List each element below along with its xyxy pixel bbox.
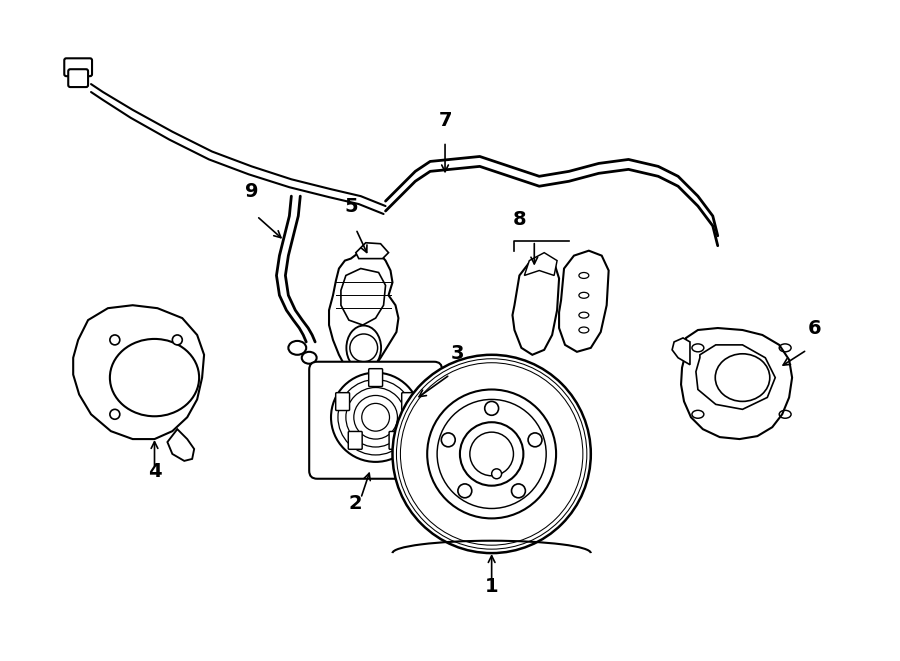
Circle shape (392, 355, 590, 553)
FancyBboxPatch shape (64, 58, 92, 76)
Text: 5: 5 (344, 197, 357, 216)
Polygon shape (329, 251, 399, 377)
Polygon shape (681, 328, 792, 439)
FancyBboxPatch shape (401, 393, 416, 410)
Circle shape (428, 389, 556, 518)
Polygon shape (356, 243, 389, 258)
Polygon shape (512, 258, 559, 355)
Circle shape (110, 409, 120, 419)
Circle shape (460, 422, 524, 486)
Circle shape (441, 433, 455, 447)
Polygon shape (167, 429, 194, 461)
FancyBboxPatch shape (348, 432, 362, 449)
Polygon shape (73, 305, 204, 439)
Polygon shape (559, 251, 608, 352)
Circle shape (491, 469, 501, 479)
Circle shape (528, 433, 542, 447)
Ellipse shape (110, 339, 199, 416)
Text: 4: 4 (148, 462, 161, 481)
FancyBboxPatch shape (336, 393, 349, 410)
FancyBboxPatch shape (310, 362, 442, 479)
Circle shape (511, 484, 526, 498)
Polygon shape (525, 253, 557, 276)
Text: 6: 6 (808, 319, 822, 338)
Text: 7: 7 (438, 110, 452, 130)
Ellipse shape (716, 354, 770, 401)
Circle shape (110, 335, 120, 345)
Circle shape (485, 401, 499, 415)
Text: 1: 1 (485, 577, 499, 596)
Circle shape (458, 484, 472, 498)
FancyBboxPatch shape (389, 432, 403, 449)
FancyBboxPatch shape (68, 69, 88, 87)
Polygon shape (672, 338, 690, 365)
FancyBboxPatch shape (369, 369, 382, 387)
Circle shape (173, 335, 183, 345)
Polygon shape (696, 345, 775, 409)
Ellipse shape (288, 341, 306, 355)
Text: 2: 2 (349, 494, 363, 514)
Ellipse shape (302, 352, 317, 364)
Text: 3: 3 (451, 344, 464, 363)
Circle shape (331, 373, 420, 462)
Text: 8: 8 (513, 210, 526, 229)
Text: 9: 9 (245, 182, 258, 201)
